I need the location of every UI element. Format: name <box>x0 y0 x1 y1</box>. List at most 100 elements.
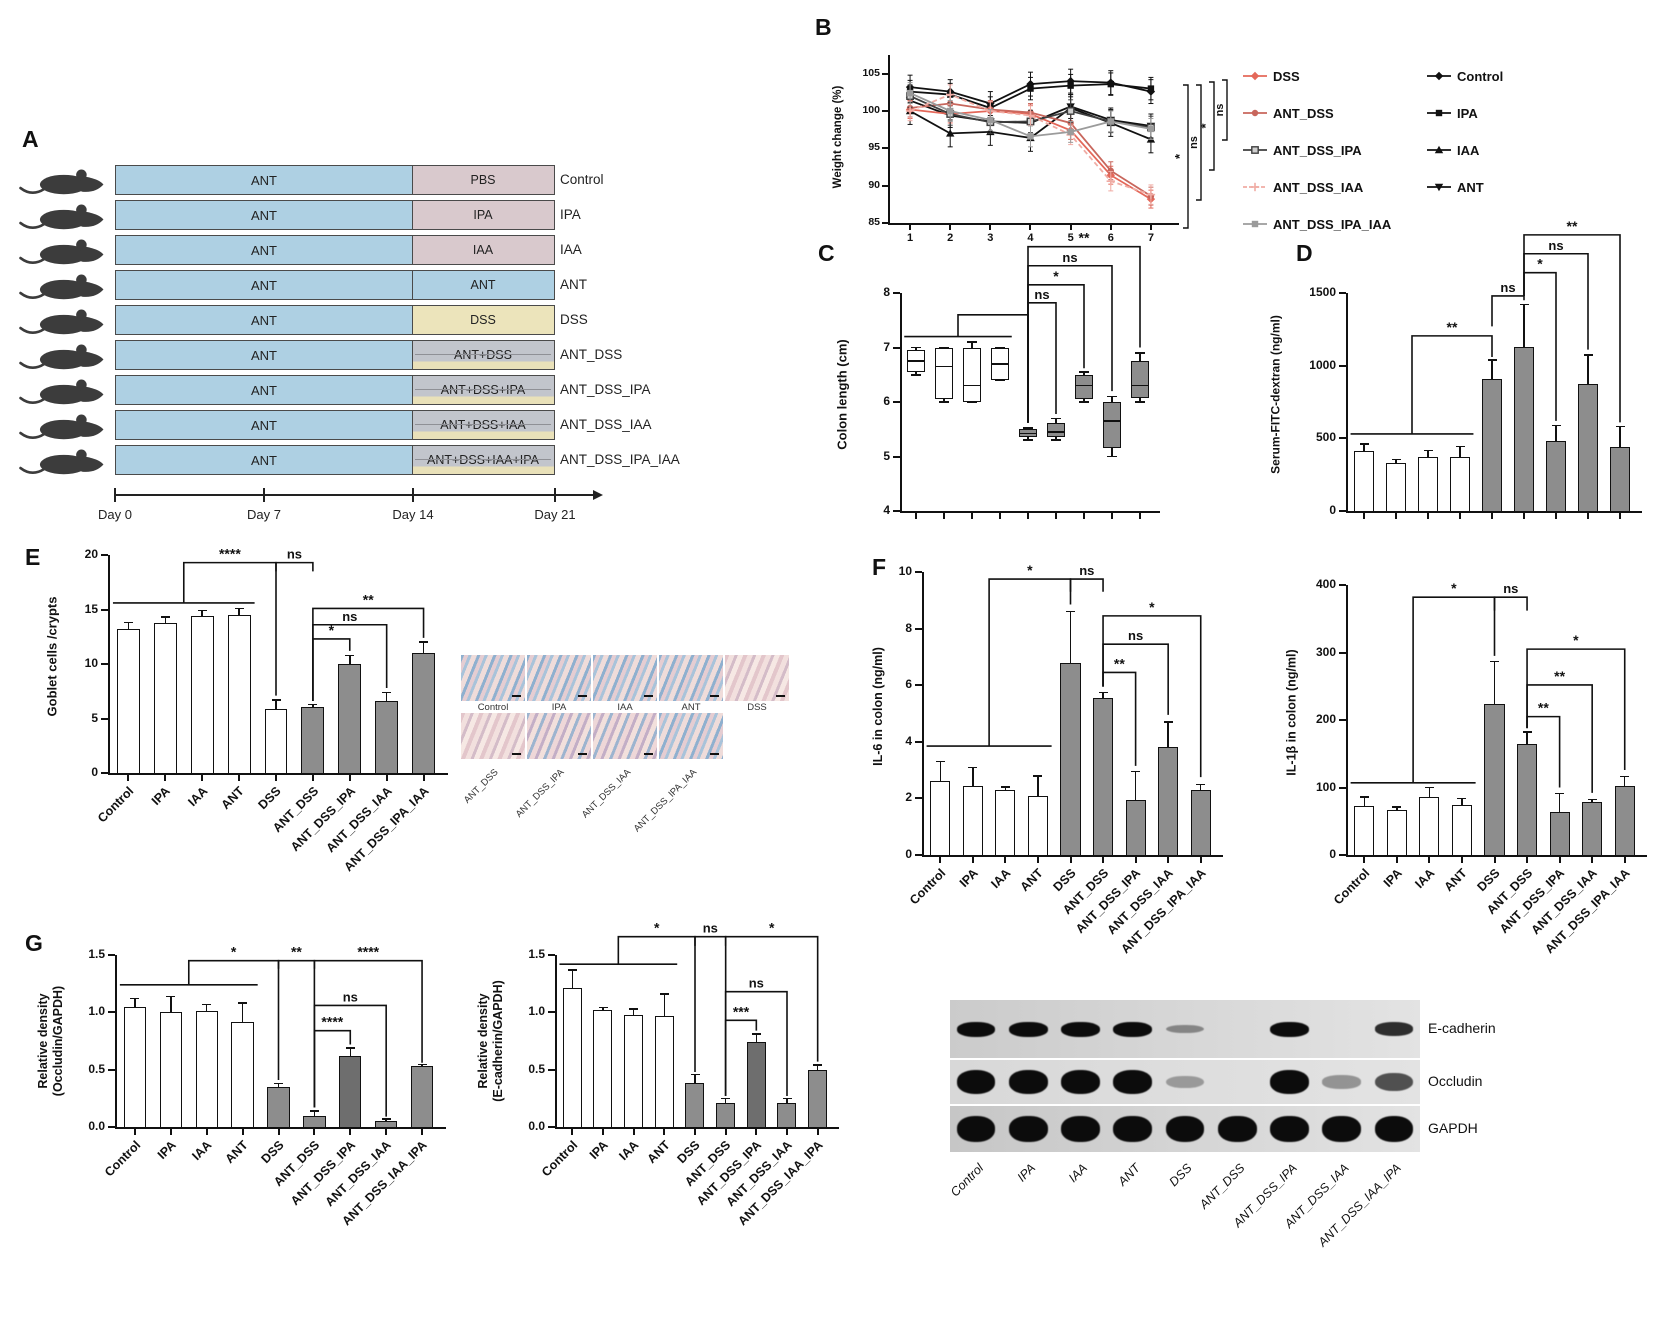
scale-bar <box>512 695 521 697</box>
sig-label: * <box>654 920 660 936</box>
x-tick <box>1395 513 1397 519</box>
x-tick <box>164 775 167 781</box>
x-tick <box>1427 513 1429 519</box>
blot-band-label: GAPDH <box>1428 1120 1478 1136</box>
sig-label: ns <box>1548 238 1563 253</box>
x-tick-label: IAA <box>185 784 211 810</box>
x-tick <box>816 1129 819 1135</box>
error-bar <box>1427 450 1429 458</box>
x-tick-label: Control <box>95 784 137 826</box>
bar <box>1610 447 1630 511</box>
sig-label: ns <box>1079 563 1094 578</box>
histology-image <box>659 655 723 701</box>
y-tick <box>915 571 922 573</box>
x-tick-label: IPA <box>586 1138 611 1162</box>
error-cap <box>309 1110 319 1112</box>
x-tick <box>1109 225 1112 230</box>
y-axis <box>555 955 557 1129</box>
marker-circle <box>1107 167 1114 174</box>
blot-band <box>1270 1021 1309 1037</box>
x-tick <box>275 775 277 781</box>
error-cap <box>417 1063 427 1066</box>
error-cap <box>782 1097 792 1100</box>
error-bar <box>312 704 314 707</box>
y-tick <box>915 627 922 630</box>
blot-lane-label: IAA <box>1066 1161 1091 1186</box>
blot-lane-label: ANT <box>1115 1161 1143 1189</box>
bar <box>412 653 435 773</box>
error-cap <box>345 1047 355 1049</box>
x-tick-label: DSS <box>1474 866 1503 895</box>
treatment-phase1-bar: ANT <box>115 235 413 265</box>
y-tick <box>1339 719 1346 721</box>
error-bar <box>385 1118 387 1122</box>
treatment-phase2-bar: DSS <box>411 305 555 335</box>
x-tick-label: IPA <box>149 784 174 808</box>
blot-lane-label: ANT_DSS <box>1196 1161 1248 1212</box>
error-bar <box>201 610 203 617</box>
error-bar <box>1069 611 1072 663</box>
whisker-cap <box>1023 439 1033 441</box>
error-cap <box>567 969 577 971</box>
error-bar <box>1558 793 1561 813</box>
group-label: ANT <box>560 277 587 292</box>
x-tick <box>786 1129 788 1135</box>
x-tick <box>1069 225 1072 230</box>
error-cap <box>721 1097 731 1100</box>
treatment-phase1-bar: ANT <box>115 270 413 300</box>
sig-bracket <box>1027 264 1113 423</box>
y-tick <box>101 554 108 556</box>
treatment-phase1-bar: ANT <box>115 200 413 230</box>
x-tick <box>1139 513 1141 519</box>
error-bar <box>349 655 351 664</box>
x-tick <box>1558 857 1561 863</box>
bar <box>1582 801 1603 855</box>
y-axis-label: Serum-FITC-dextran (ng/ml) <box>1268 315 1283 474</box>
marker-square <box>1147 85 1155 92</box>
x-tick <box>348 775 351 781</box>
x-tick-label: IPA <box>1380 866 1405 890</box>
x-tick <box>1111 513 1113 519</box>
x-tick <box>1491 513 1493 519</box>
legend-label: IPA <box>1457 105 1478 121</box>
sig-bracket <box>1350 596 1496 784</box>
legend-item: ANT_DSS <box>1242 105 1334 121</box>
marker-square <box>1107 118 1114 125</box>
y-tick <box>1339 437 1346 440</box>
sig-label: ** <box>291 944 302 960</box>
bar <box>746 1042 766 1127</box>
histology-image <box>527 655 591 701</box>
x-tick <box>1428 857 1431 863</box>
whisker-cap <box>1135 352 1145 354</box>
marker-square <box>947 107 954 115</box>
legend-item: Control <box>1426 68 1503 84</box>
sig-label: * <box>769 920 775 936</box>
marker-square-open <box>1251 146 1259 154</box>
x-tick <box>421 1129 424 1135</box>
legend-item: DSS <box>1242 68 1300 84</box>
sig-label: **** <box>357 944 379 960</box>
chart-il6: 0 2 4 6 8 10 IL-6 in colon (ng/ml) Control IPA IA… <box>860 550 1240 956</box>
y-tick-label: 100 <box>1315 779 1336 794</box>
x-tick <box>238 775 241 781</box>
group-label: IPA <box>560 207 581 222</box>
mouse-icon <box>16 411 108 441</box>
x-tick-label: ANT_DSS_IPA <box>287 784 358 855</box>
error-cap <box>1423 449 1433 452</box>
whisker-cap <box>911 346 921 349</box>
y-axis-label: IL-6 in colon (ng/ml) <box>870 646 885 766</box>
x-tick-label: 3 <box>987 232 994 244</box>
western-blot: E-cadherin Occludin GAPDH Control IPA IAA ANT D… <box>860 925 1678 1328</box>
x-axis <box>555 1127 839 1129</box>
histology-image <box>461 655 525 701</box>
blot-band <box>1009 1021 1048 1037</box>
y-tick-label: 1.5 <box>88 947 105 961</box>
y-tick-label: 0 <box>91 765 98 779</box>
error-cap <box>813 1064 823 1066</box>
x-axis <box>108 773 448 775</box>
marker-square-open <box>1066 107 1075 115</box>
median-line <box>991 363 1009 365</box>
blot-band <box>1374 1072 1414 1092</box>
error-cap <box>166 995 176 998</box>
y-tick <box>108 954 115 956</box>
